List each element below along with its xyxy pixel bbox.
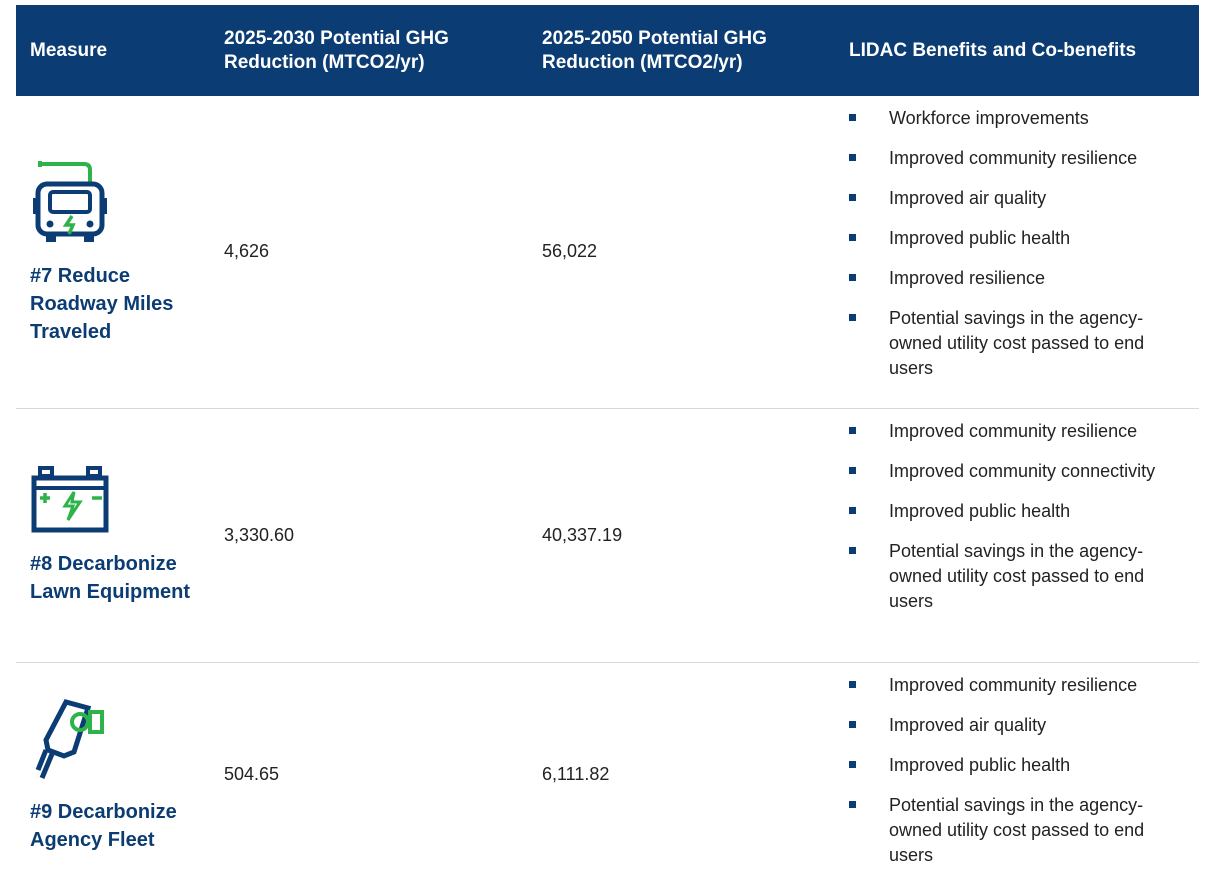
benefits-cell: Workforce improvements Improved community… [835, 96, 1199, 409]
reduction-2050: 40,337.19 [528, 408, 835, 663]
benefits-list: Improved community resilience Improved ai… [849, 673, 1189, 868]
benefit-item: Improved community resilience [849, 673, 1189, 698]
benefits-cell: Improved community resilience Improved ai… [835, 662, 1199, 886]
benefit-item: Improved community connectivity [849, 459, 1189, 484]
benefits-list: Workforce improvements Improved community… [849, 106, 1189, 381]
header-cell: 2025-2050 Potential GHG Reduction (MTCO2… [528, 5, 835, 96]
reduction-2030: 4,626 [210, 96, 528, 409]
measures-table: Measure 2025-2030 Potential GHG Reductio… [16, 5, 1199, 886]
benefit-item: Potential savings in the agency-owned ut… [849, 793, 1189, 868]
reduction-2030: 504.65 [224, 763, 280, 784]
header-cell: Measure [16, 5, 210, 96]
benefit-item: Workforce improvements [849, 106, 1189, 131]
measure-name: #8 Decarbonize Lawn Equipment [30, 553, 190, 603]
benefit-item: Potential savings in the agency-owned ut… [849, 306, 1189, 381]
measure-name: #7 Reduce Roadway Miles Traveled [30, 264, 174, 343]
header-cell: 2025-2030 Potential GHG Reduction (MTCO2… [210, 5, 528, 96]
measure-cell: #9 Decarbonize Agency Fleet [16, 662, 210, 886]
benefit-item: Potential savings in the agency-owned ut… [849, 539, 1189, 614]
benefit-item: Improved air quality [849, 713, 1189, 738]
benefit-item: Improved resilience [849, 266, 1189, 291]
benefits-cell: Improved community resilience Improved co… [835, 408, 1199, 663]
benefit-item: Improved community resilience [849, 146, 1189, 171]
charger-icon [35, 699, 104, 780]
benefit-item: Improved public health [849, 753, 1189, 778]
reduction-2050: 56,022 [528, 96, 835, 409]
row: #8 Decarbonize Lawn Equipment 3,330.60 4… [16, 408, 1199, 663]
measure-name: #9 Decarbonize Agency Fleet [30, 801, 177, 852]
reduction-2050: 6,111.82 [542, 763, 610, 784]
bus-icon [33, 160, 107, 242]
header-row: Measure 2025-2030 Potential GHG Reductio… [16, 5, 1199, 96]
header-cell: LIDAC Benefits and Co-benefits [835, 5, 1199, 96]
row: #9 Decarbonize Agency Fleet 504.65 6,111… [16, 662, 1199, 886]
row: #7 Reduce Roadway Miles Traveled 4,626 5… [16, 96, 1199, 409]
benefits-list: Improved community resilience Improved co… [849, 419, 1189, 614]
benefit-item: Improved public health [849, 226, 1189, 251]
measure-cell: #8 Decarbonize Lawn Equipment [16, 408, 210, 663]
battery-icon [31, 466, 109, 533]
reduction-2030: 3,330.60 [210, 408, 528, 663]
benefit-item: Improved air quality [849, 186, 1189, 211]
measure-cell: #7 Reduce Roadway Miles Traveled [16, 96, 210, 409]
benefit-item: Improved community resilience [849, 419, 1189, 444]
benefit-item: Improved public health [849, 499, 1189, 524]
